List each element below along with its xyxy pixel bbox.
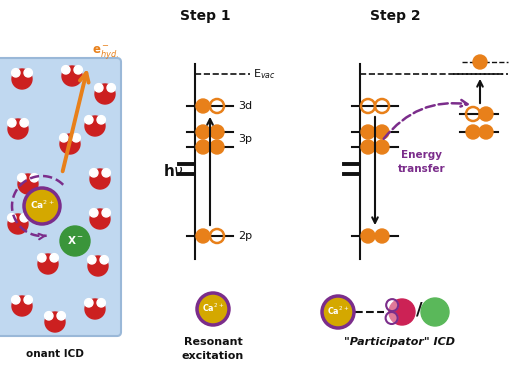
Circle shape xyxy=(473,55,487,69)
Text: 3d: 3d xyxy=(238,101,252,111)
Text: Ca$^{2+}$: Ca$^{2+}$ xyxy=(202,302,224,314)
Circle shape xyxy=(197,293,229,325)
Text: 3p: 3p xyxy=(238,134,252,144)
Circle shape xyxy=(17,174,26,182)
Circle shape xyxy=(375,125,389,139)
Circle shape xyxy=(60,134,80,154)
Circle shape xyxy=(95,84,115,104)
Circle shape xyxy=(90,209,98,217)
Circle shape xyxy=(8,214,28,234)
Text: X$^-$: X$^-$ xyxy=(67,234,83,246)
Circle shape xyxy=(361,140,375,154)
Circle shape xyxy=(90,209,110,229)
Circle shape xyxy=(24,296,32,304)
Circle shape xyxy=(102,169,111,177)
Text: onant ICD: onant ICD xyxy=(26,349,84,359)
Circle shape xyxy=(61,66,70,74)
Circle shape xyxy=(8,119,16,127)
Circle shape xyxy=(479,107,493,121)
Circle shape xyxy=(97,116,105,124)
Circle shape xyxy=(375,229,389,243)
Circle shape xyxy=(196,99,210,113)
Circle shape xyxy=(24,69,32,77)
Circle shape xyxy=(90,169,110,189)
Circle shape xyxy=(386,299,398,311)
Circle shape xyxy=(100,256,109,264)
Text: excitation: excitation xyxy=(182,351,244,361)
Circle shape xyxy=(37,253,46,262)
Circle shape xyxy=(84,116,93,124)
Circle shape xyxy=(20,119,28,127)
Circle shape xyxy=(30,174,38,182)
Text: "Participator" ICD: "Participator" ICD xyxy=(345,337,456,347)
Circle shape xyxy=(45,311,53,320)
Circle shape xyxy=(62,66,82,86)
Text: 2p: 2p xyxy=(238,231,252,241)
Circle shape xyxy=(12,69,20,77)
Circle shape xyxy=(59,134,68,142)
Circle shape xyxy=(421,298,449,326)
Text: /: / xyxy=(416,301,422,319)
Circle shape xyxy=(8,214,16,222)
Circle shape xyxy=(210,140,224,154)
Circle shape xyxy=(466,125,480,139)
Text: Step 1: Step 1 xyxy=(180,9,230,23)
Circle shape xyxy=(85,299,105,319)
Circle shape xyxy=(74,66,82,74)
Circle shape xyxy=(322,296,354,328)
Circle shape xyxy=(97,299,105,307)
Circle shape xyxy=(38,254,58,274)
Circle shape xyxy=(12,296,32,316)
Circle shape xyxy=(361,229,375,243)
Circle shape xyxy=(12,69,32,89)
Circle shape xyxy=(45,312,65,332)
Circle shape xyxy=(88,256,108,276)
Circle shape xyxy=(20,214,28,222)
Circle shape xyxy=(84,299,93,307)
Text: Energy
transfer: Energy transfer xyxy=(398,151,446,174)
Text: h$\nu$: h$\nu$ xyxy=(162,163,183,179)
Circle shape xyxy=(196,229,210,243)
Circle shape xyxy=(60,226,90,256)
Circle shape xyxy=(57,311,66,320)
Text: Step 2: Step 2 xyxy=(370,9,420,23)
FancyBboxPatch shape xyxy=(0,58,121,336)
Text: E$_{vac}$: E$_{vac}$ xyxy=(253,67,275,81)
Circle shape xyxy=(8,119,28,139)
Circle shape xyxy=(196,125,210,139)
Circle shape xyxy=(88,256,96,264)
Circle shape xyxy=(24,188,60,224)
Circle shape xyxy=(85,116,105,136)
Text: Ca$^{2+}$: Ca$^{2+}$ xyxy=(327,305,349,317)
Circle shape xyxy=(389,299,415,325)
Circle shape xyxy=(102,209,111,217)
Circle shape xyxy=(90,169,98,177)
Circle shape xyxy=(12,296,20,304)
Circle shape xyxy=(72,134,80,142)
Circle shape xyxy=(479,125,493,139)
Text: e$^-_{hyd.}$: e$^-_{hyd.}$ xyxy=(92,45,119,62)
Text: Resonant: Resonant xyxy=(184,337,242,347)
Circle shape xyxy=(196,140,210,154)
Circle shape xyxy=(375,140,389,154)
Circle shape xyxy=(210,125,224,139)
Circle shape xyxy=(50,253,58,262)
Text: Ca$^{2+}$: Ca$^{2+}$ xyxy=(30,199,54,211)
Circle shape xyxy=(107,84,115,92)
Circle shape xyxy=(18,174,38,194)
Circle shape xyxy=(386,312,398,324)
Circle shape xyxy=(95,84,103,92)
Circle shape xyxy=(361,125,375,139)
